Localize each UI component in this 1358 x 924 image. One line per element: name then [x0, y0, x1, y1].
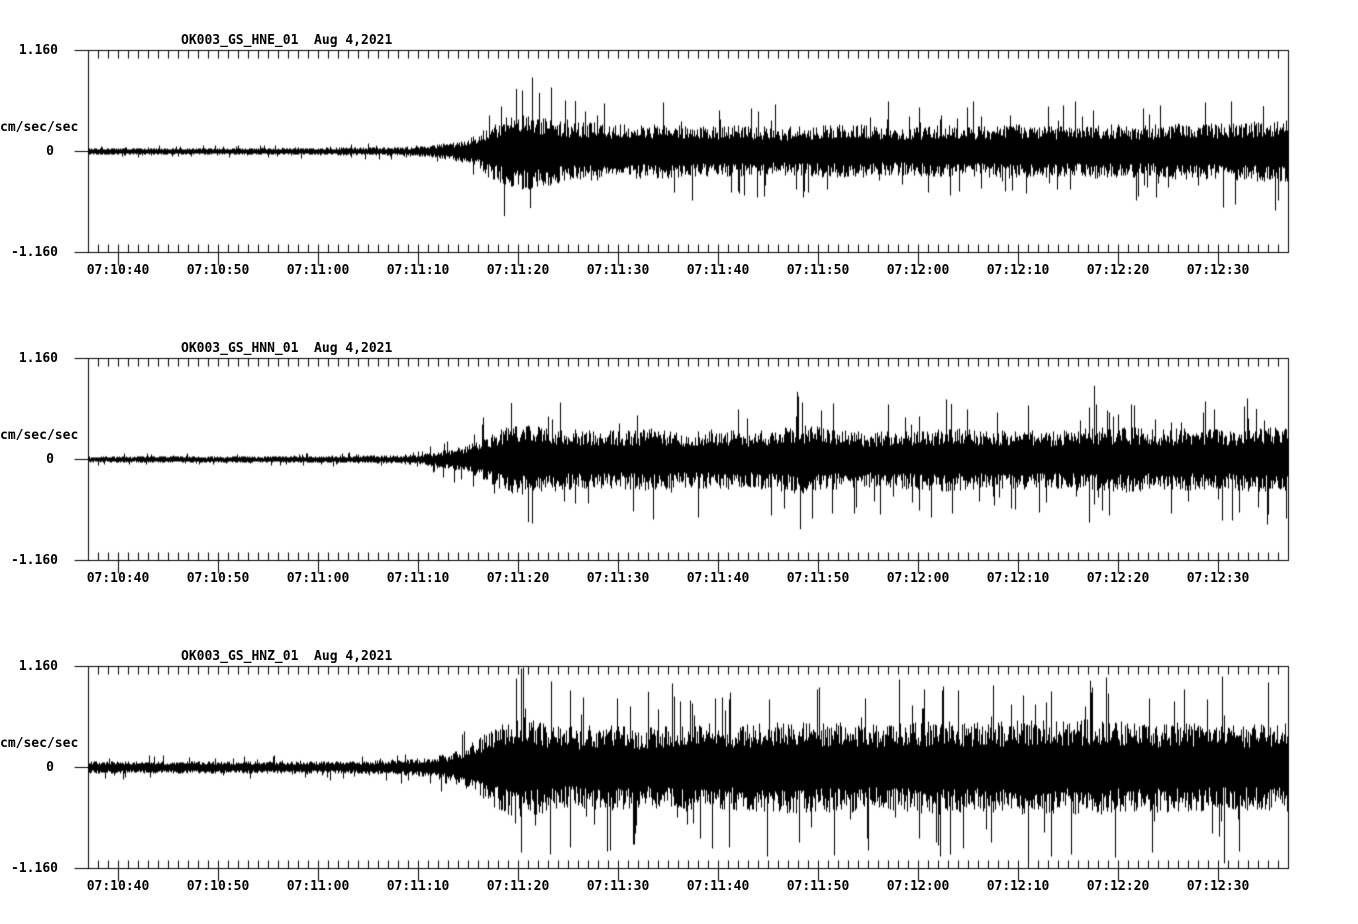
time-tick-label: 07:11:50 — [786, 571, 850, 586]
time-tick-label: 07:12:10 — [986, 263, 1050, 278]
time-tick-label: 07:11:50 — [786, 263, 850, 278]
waveform-plot-hnz — [0, 664, 1358, 904]
time-tick-label: 07:11:30 — [586, 879, 650, 894]
waveform-plot-hne — [0, 48, 1358, 288]
time-tick-label: 07:12:00 — [886, 571, 950, 586]
y-tick-label-min: -1.160 — [11, 245, 58, 260]
time-tick-label: 07:12:30 — [1186, 879, 1250, 894]
time-tick-label: 07:11:30 — [586, 263, 650, 278]
y-tick-label-min: -1.160 — [11, 553, 58, 568]
time-tick-label: 07:10:40 — [86, 571, 150, 586]
time-tick-label: 07:12:30 — [1186, 263, 1250, 278]
panel-title-hnz: OK003_GS_HNZ_01 Aug 4,2021 — [181, 649, 393, 664]
time-tick-label: 07:12:20 — [1086, 571, 1150, 586]
time-tick-label: 07:11:00 — [286, 263, 350, 278]
y-tick-label-min: -1.160 — [11, 861, 58, 876]
waveform-plot-hnn — [0, 356, 1358, 596]
time-tick-label: 07:11:00 — [286, 571, 350, 586]
y-axis-unit-label: cm/sec/sec — [0, 120, 79, 135]
time-tick-label: 07:12:00 — [886, 879, 950, 894]
time-tick-label: 07:11:50 — [786, 879, 850, 894]
panel-hnz: OK003_GS_HNZ_01 Aug 4,2021 1.160 cm/sec/… — [0, 650, 1358, 924]
y-tick-label-max: 1.160 — [18, 351, 58, 366]
y-tick-label-max: 1.160 — [18, 43, 58, 58]
time-tick-label: 07:12:20 — [1086, 879, 1150, 894]
time-axis-labels: 07:10:40 07:10:50 07:11:00 07:11:10 07:11:20… — [0, 264, 1358, 280]
time-tick-label: 07:10:50 — [186, 879, 250, 894]
time-tick-label: 07:11:40 — [686, 879, 750, 894]
time-tick-label: 07:11:40 — [686, 571, 750, 586]
panel-hne: OK003_GS_HNE_01 Aug 4,2021 1.160 cm/sec/… — [0, 34, 1358, 358]
time-tick-label: 07:12:20 — [1086, 263, 1150, 278]
time-tick-label: 07:12:00 — [886, 263, 950, 278]
y-tick-label-max: 1.160 — [18, 659, 58, 674]
time-tick-label: 07:11:30 — [586, 571, 650, 586]
time-tick-label: 07:11:20 — [486, 263, 550, 278]
time-tick-label: 07:11:10 — [386, 571, 450, 586]
y-tick-label-zero: 0 — [46, 144, 54, 159]
time-tick-label: 07:10:50 — [186, 263, 250, 278]
time-axis-labels: 07:10:40 07:10:50 07:11:00 07:11:10 07:11:20… — [0, 572, 1358, 588]
time-tick-label: 07:11:10 — [386, 263, 450, 278]
y-tick-label-zero: 0 — [46, 452, 54, 467]
time-tick-label: 07:12:10 — [986, 571, 1050, 586]
time-axis-labels: 07:10:40 07:10:50 07:11:00 07:11:10 07:11:20… — [0, 880, 1358, 896]
time-tick-label: 07:12:10 — [986, 879, 1050, 894]
time-tick-label: 07:11:20 — [486, 571, 550, 586]
time-tick-label: 07:10:50 — [186, 571, 250, 586]
panel-title-hnn: OK003_GS_HNN_01 Aug 4,2021 — [181, 341, 393, 356]
time-tick-label: 07:11:10 — [386, 879, 450, 894]
y-axis-unit-label: cm/sec/sec — [0, 428, 79, 443]
time-tick-label: 07:12:30 — [1186, 571, 1250, 586]
y-axis-unit-label: cm/sec/sec — [0, 736, 79, 751]
panel-hnn: OK003_GS_HNN_01 Aug 4,2021 1.160 cm/sec/… — [0, 342, 1358, 666]
panel-title-hne: OK003_GS_HNE_01 Aug 4,2021 — [181, 33, 393, 48]
time-tick-label: 07:11:20 — [486, 879, 550, 894]
time-tick-label: 07:11:40 — [686, 263, 750, 278]
y-tick-label-zero: 0 — [46, 760, 54, 775]
time-tick-label: 07:11:00 — [286, 879, 350, 894]
time-tick-label: 07:10:40 — [86, 879, 150, 894]
time-tick-label: 07:10:40 — [86, 263, 150, 278]
